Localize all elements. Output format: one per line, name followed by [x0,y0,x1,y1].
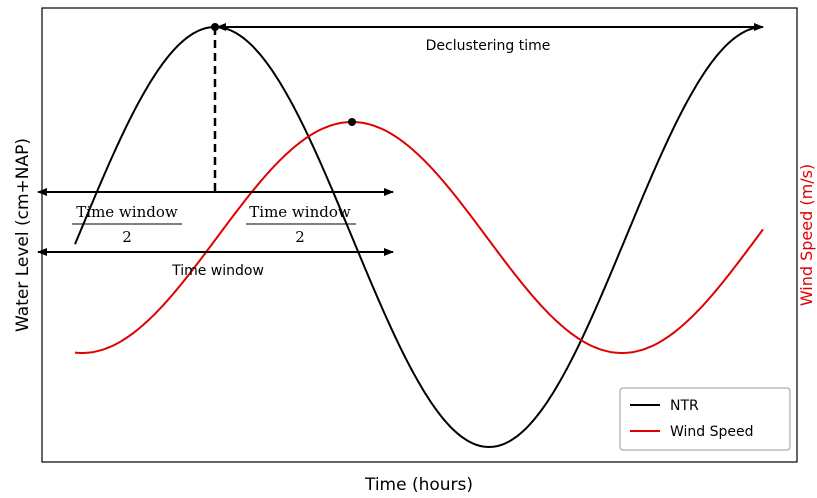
legend [619,387,791,451]
plot-frame [41,7,798,463]
x-axis-label: Time (hours) [364,475,473,495]
fraction-numerator: Time window [76,203,178,221]
window-label: Time window [171,263,264,279]
legend-label: Wind Speed [670,424,754,440]
y-axis-label: Water Level (cm+NAP) [13,138,33,332]
declustering-label: Declustering time [426,38,551,54]
wind-peak [348,118,356,126]
y2-axis-label: Wind Speed (m/s) [797,164,816,306]
wind-curve [74,121,764,354]
fraction-denominator: 2 [295,228,305,246]
fraction-numerator: Time window [249,203,351,221]
legend-label: NTR [670,398,699,414]
fraction-denominator: 2 [122,228,132,246]
ntr-curve [74,25,764,449]
